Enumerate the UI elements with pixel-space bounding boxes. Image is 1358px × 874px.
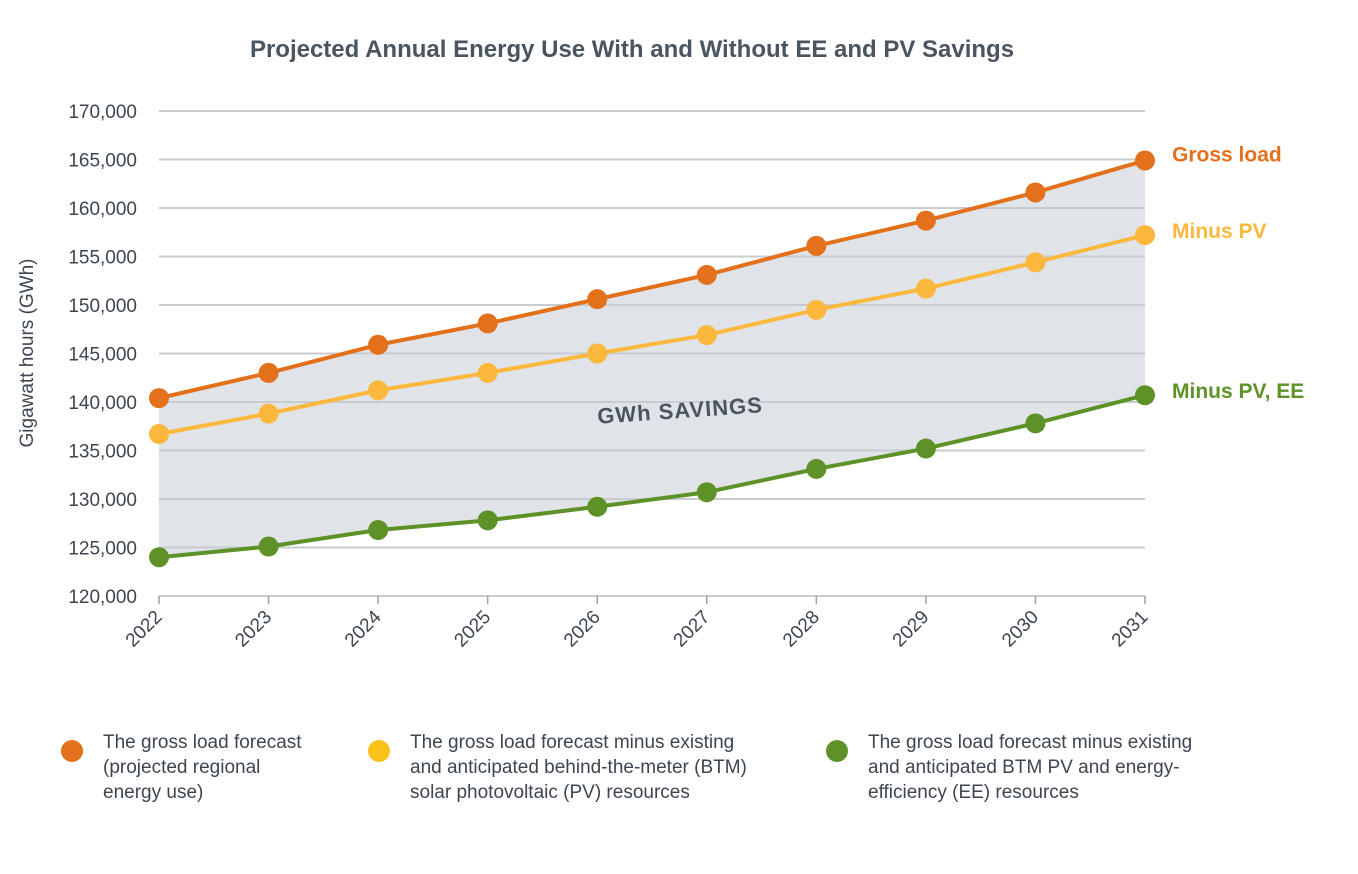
data-point-minus-pv-ee (587, 496, 608, 517)
x-tick-label: 2030 (998, 607, 1043, 652)
data-point-minus-pv (587, 343, 608, 364)
x-tick-label: 2022 (122, 607, 167, 652)
series-minus-pv: Minus PV (149, 220, 1267, 445)
x-tick-label: 2027 (670, 607, 715, 652)
energy-use-chart: Projected Annual Energy Use With and Wit… (17, 36, 1304, 651)
y-tick-label: 165,000 (68, 151, 137, 172)
legend-item-gross-load: The gross load forecast (projected regio… (61, 730, 302, 805)
data-point-minus-pv-ee (368, 520, 389, 541)
series-line-minus-pv (158, 233, 1146, 436)
data-point-minus-pv (149, 424, 169, 445)
chart-title: Projected Annual Energy Use With and Wit… (250, 36, 1014, 63)
data-point-minus-pv-ee (477, 510, 498, 531)
y-tick-label: 125,000 (68, 539, 137, 560)
y-tick-label: 140,000 (68, 393, 137, 414)
data-point-minus-pv-ee (915, 438, 936, 459)
legend: The gross load forecast (projected regio… (0, 730, 1358, 830)
x-tick-label: 2023 (231, 607, 276, 652)
legend-text-minus-pv-ee: The gross load forecast minus existing a… (868, 732, 1193, 803)
x-tick-label: 2024 (341, 606, 386, 651)
data-point-minus-pv (915, 278, 936, 299)
end-label-minus-pv-ee: Minus PV, EE (1172, 380, 1304, 403)
data-point-minus-pv (477, 362, 498, 383)
data-point-gross-load (149, 388, 169, 409)
y-tick-label: 160,000 (68, 199, 137, 220)
end-label-gross-load: Gross load (1172, 143, 1282, 166)
data-point-minus-pv (258, 403, 279, 424)
y-tick-label: 145,000 (68, 345, 137, 366)
data-point-minus-pv (368, 380, 389, 401)
data-point-gross-load (477, 313, 498, 334)
data-point-gross-load (806, 235, 827, 256)
data-point-gross-load (1025, 182, 1046, 203)
series-gross-load: Gross load (149, 143, 1282, 409)
y-axis-label: Gigawatt hours (GWh) (17, 259, 38, 448)
savings-area (159, 160, 1145, 558)
data-point-minus-pv-ee (806, 458, 827, 479)
data-point-gross-load (258, 362, 279, 383)
x-tick-labels: 2022 2023 2024 2025 2026 2027 2028 2029 2030 2031 (122, 596, 1153, 651)
data-point-minus-pv-ee (258, 536, 279, 557)
y-tick-label: 155,000 (68, 248, 137, 269)
y-tick-label: 120,000 (68, 587, 137, 608)
x-tick-label: 2028 (779, 607, 824, 652)
data-point-gross-load (587, 289, 608, 310)
data-point-minus-pv-ee (1025, 413, 1046, 434)
y-tick-label: 150,000 (68, 296, 137, 317)
data-point-minus-pv-ee (1135, 385, 1155, 406)
data-point-minus-pv (1025, 252, 1046, 273)
data-point-gross-load (915, 210, 936, 231)
data-point-minus-pv (806, 299, 827, 320)
x-tick-label: 2026 (560, 607, 605, 652)
y-tick-label: 130,000 (68, 490, 137, 511)
legend-dot-gross-load (61, 740, 83, 762)
savings-area-layer (159, 160, 1145, 558)
end-label-minus-pv: Minus PV (1172, 220, 1267, 243)
y-tick-labels: 120,000 125,000 130,000 135,000 140,000 145,0… (68, 102, 137, 608)
y-tick-label: 170,000 (68, 102, 137, 123)
x-tick-label: 2031 (1108, 607, 1153, 652)
data-point-gross-load (696, 264, 717, 285)
x-tick-label: 2025 (450, 607, 495, 652)
legend-dot-minus-pv-ee (826, 740, 848, 762)
x-tick-label: 2029 (889, 607, 934, 652)
legend-item-minus-pv: The gross load forecast minus existing a… (368, 730, 747, 805)
series-line-minus-pv-ee (158, 393, 1146, 560)
data-point-minus-pv (696, 325, 717, 346)
data-point-gross-load (1135, 150, 1155, 171)
series-line-gross-load (158, 158, 1146, 401)
y-tick-label: 135,000 (68, 442, 137, 463)
data-point-gross-load (368, 334, 389, 355)
legend-item-minus-pv-ee: The gross load forecast minus existing a… (826, 730, 1192, 805)
legend-dot-minus-pv (368, 740, 390, 762)
legend-text-minus-pv: The gross load forecast minus existing a… (410, 732, 747, 803)
legend-text-gross-load: The gross load forecast (projected regio… (103, 732, 302, 803)
data-point-minus-pv-ee (149, 547, 169, 568)
series-minus-pv-ee: Minus PV, EE (149, 380, 1304, 568)
data-point-minus-pv-ee (696, 482, 717, 503)
data-point-minus-pv (1135, 225, 1155, 246)
series-layer: Gross load Minus PV Minus PV, EE (149, 143, 1304, 568)
